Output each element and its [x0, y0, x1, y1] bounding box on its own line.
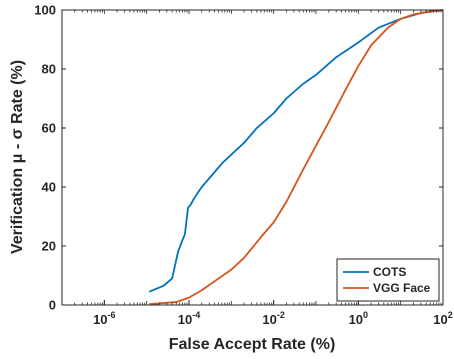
plot-area — [62, 10, 443, 305]
series-line-vgg-face — [149, 9, 444, 306]
legend-box — [336, 258, 440, 302]
axes-layer — [61, 9, 444, 306]
y-tick-label: 20 — [42, 239, 56, 254]
ticks-layer: 0 20 40 60 80 100 10-6 10-4 10-2 100 102 — [34, 3, 452, 328]
y-tick-label: 80 — [42, 62, 56, 77]
y-axis-label: Verification μ - σ Rate (%) — [9, 60, 26, 254]
plot-background — [62, 10, 443, 305]
x-tick-label: 10-2 — [262, 310, 284, 327]
series-line-cots — [148, 9, 444, 293]
x-tick-label: 100 — [349, 310, 368, 327]
y-tick-label: 0 — [49, 298, 56, 313]
y-tick-label: 60 — [42, 121, 56, 136]
x-axis-label: False Accept Rate (%) — [169, 336, 336, 353]
axes-box — [61, 9, 444, 306]
legend-label-cots: COTS — [373, 265, 406, 279]
y-tick-label: 100 — [34, 3, 56, 18]
x-tick-label: 102 — [433, 310, 452, 327]
legend: COTS VGG Face — [336, 258, 440, 302]
x-tick-label: 10-6 — [93, 310, 115, 327]
x-tick-label: 10-4 — [178, 310, 200, 327]
y-tick-label: 40 — [42, 180, 56, 195]
legend-label-vgg-face: VGG Face — [373, 281, 431, 295]
series-layer — [148, 9, 444, 306]
